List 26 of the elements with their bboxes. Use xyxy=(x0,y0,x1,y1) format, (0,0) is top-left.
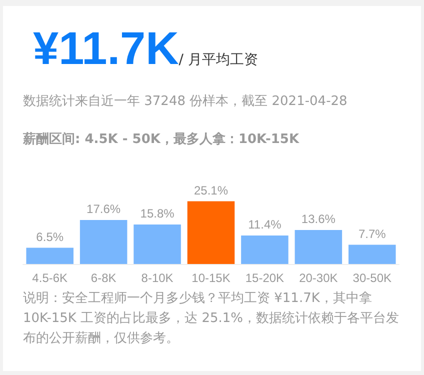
chart-title: ¥11.7K xyxy=(33,22,179,74)
x-tick-label: 30-50K xyxy=(352,271,392,285)
bar xyxy=(26,248,74,264)
data-label: 17.6% xyxy=(86,202,121,216)
bar xyxy=(348,244,396,264)
text: 薪酬区间: 4.5K - 50K，最多人拿：10K-15K xyxy=(23,131,300,148)
data-label: 13.6% xyxy=(301,212,336,226)
x-tick-label: 20-30K xyxy=(299,271,338,285)
data-label: 7.7% xyxy=(358,226,386,241)
data-label: 6.5% xyxy=(36,230,64,244)
x-tick-label: 8-10K xyxy=(141,271,174,285)
chart-subtitle: / 月平均工资 xyxy=(178,52,258,68)
data-label: 15.8% xyxy=(140,206,175,220)
text: 数据统计来自近一年 37248 份样本，截至 2021-04-28 xyxy=(23,93,348,110)
data-label: 11.4% xyxy=(248,218,282,232)
bar xyxy=(134,224,181,264)
x-tick-label: 4.5-6K xyxy=(32,271,68,285)
x-tick-label: 15-20K xyxy=(245,271,284,285)
bar xyxy=(294,230,342,264)
bar xyxy=(187,201,235,264)
bar xyxy=(241,236,288,264)
data-label: 25.1% xyxy=(194,183,228,198)
text: 说明：安全工程师一个月多少钱？平均工资 ¥11.7K，其中拿 10K-15K 工资的占比最多，达 25.1%，数据统计依赖于各平台发布的公开薪酬，仅供参考。 xyxy=(23,290,400,348)
x-tick-label: 10-15K xyxy=(192,271,230,285)
x-tick-label: 6-8K xyxy=(90,271,116,285)
bar xyxy=(80,220,128,264)
